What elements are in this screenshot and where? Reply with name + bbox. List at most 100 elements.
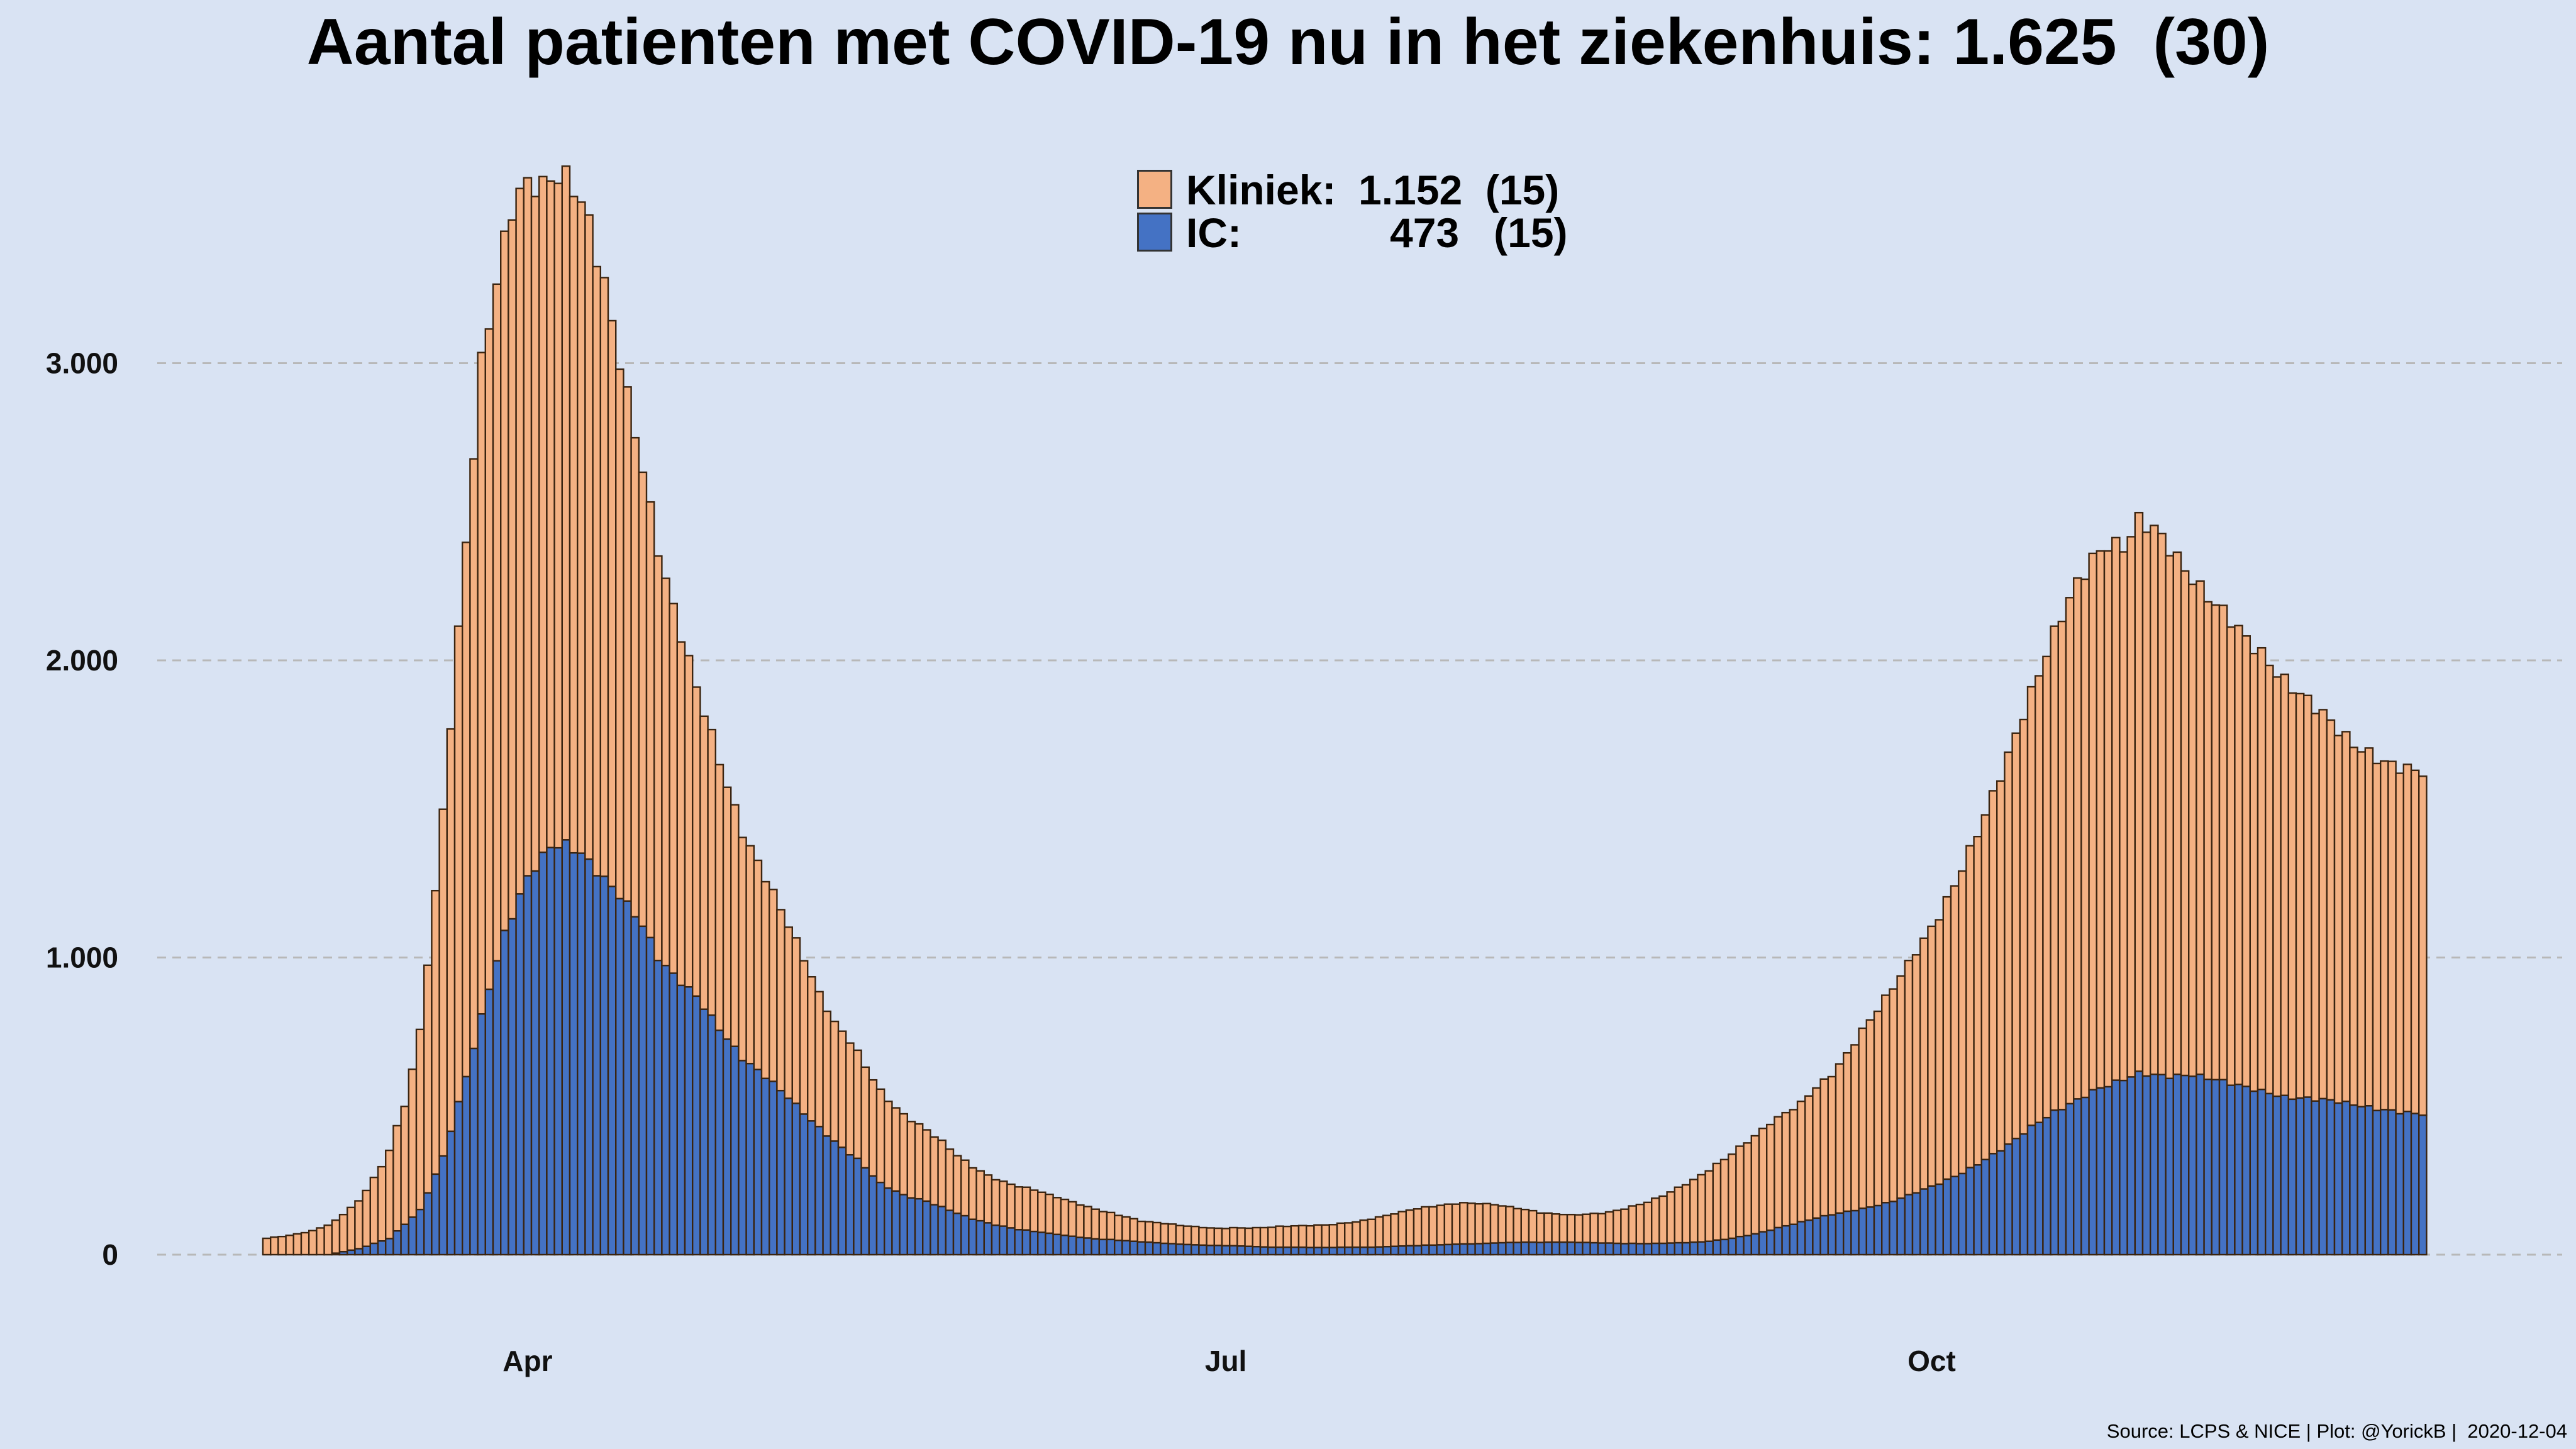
- bar-ic: [2203, 1079, 2213, 1256]
- bar-ic: [1006, 1227, 1016, 1256]
- bar-ic: [1420, 1244, 1430, 1256]
- bar-kliniek: [1889, 988, 1898, 1202]
- bar-ic: [691, 995, 701, 1256]
- chart-title: Aantal patienten met COVID-19 nu in het …: [306, 6, 2270, 79]
- bar-stack: [1359, 1219, 1369, 1256]
- bar-stack: [2088, 552, 2098, 1256]
- bar-kliniek: [1735, 1145, 1745, 1238]
- bar-ic: [1574, 1241, 1584, 1256]
- bar-stack: [1604, 1211, 1614, 1256]
- bar-stack: [1313, 1224, 1323, 1256]
- bar-kliniek: [262, 1237, 272, 1256]
- bar-kliniek: [1305, 1224, 1315, 1248]
- bar-stack: [1628, 1205, 1638, 1256]
- bar-kliniek: [1083, 1206, 1092, 1239]
- bar-stack: [722, 786, 732, 1256]
- bar-stack: [1489, 1204, 1499, 1256]
- bar-kliniek: [1750, 1135, 1760, 1235]
- bar-ic: [1290, 1246, 1300, 1256]
- bar-ic: [1305, 1246, 1315, 1256]
- bar-ic: [2034, 1121, 2044, 1256]
- bar-ic: [653, 960, 663, 1256]
- bar-ic: [1343, 1246, 1353, 1256]
- bar-kliniek: [1658, 1195, 1668, 1245]
- bar-kliniek: [400, 1106, 409, 1226]
- y-tick-label: 2.000: [46, 644, 118, 677]
- bar-stack: [1689, 1179, 1699, 1256]
- bar-kliniek: [2264, 664, 2274, 1095]
- bar-stack: [1467, 1202, 1476, 1256]
- bar-stack: [661, 577, 670, 1256]
- bar-kliniek: [875, 1088, 886, 1184]
- bar-ic: [998, 1225, 1008, 1256]
- bar-ic: [1113, 1240, 1123, 1256]
- bar-kliniek: [1213, 1227, 1223, 1246]
- bar-kliniek: [661, 577, 670, 967]
- bar-stack: [1443, 1203, 1453, 1256]
- bar-kliniek: [645, 501, 655, 939]
- bar-kliniek: [1267, 1226, 1277, 1248]
- bar-ic: [822, 1135, 831, 1256]
- bar-stack: [400, 1106, 409, 1256]
- bar-kliniek: [745, 845, 755, 1065]
- bar-ic: [1789, 1223, 1799, 1256]
- bar-kliniek: [1858, 1027, 1868, 1209]
- bar-ic: [1014, 1229, 1023, 1256]
- bar-ic: [722, 1038, 732, 1256]
- y-tick-label: 0: [102, 1238, 118, 1271]
- bar-kliniek: [791, 937, 801, 1104]
- bar-ic: [347, 1249, 356, 1256]
- bar-stack: [1374, 1216, 1384, 1256]
- bar-stack: [822, 1010, 831, 1256]
- bar-kliniek: [914, 1123, 924, 1200]
- bar-ic: [921, 1200, 931, 1256]
- bar-stack: [853, 1049, 862, 1256]
- bar-stack: [1367, 1218, 1377, 1256]
- bar-stack: [1244, 1227, 1253, 1256]
- bar-kliniek: [1206, 1227, 1215, 1246]
- bar-stack: [638, 471, 648, 1256]
- bar-kliniek: [1121, 1216, 1131, 1241]
- bar-kliniek: [2402, 763, 2412, 1113]
- bar-ic: [1880, 1202, 1890, 1256]
- bar-stack: [1321, 1224, 1331, 1256]
- bar-ic: [1804, 1219, 1814, 1256]
- bar-stack: [577, 201, 586, 1256]
- bar-stack: [753, 859, 763, 1256]
- bar-stack: [262, 1237, 272, 1256]
- bar-kliniek: [1352, 1221, 1361, 1248]
- bar-stack: [1889, 988, 1898, 1256]
- bar-stack: [645, 501, 655, 1256]
- bar-kliniek: [2364, 747, 2374, 1107]
- bar-ic: [630, 916, 640, 1256]
- bar-ic: [385, 1238, 394, 1256]
- bar-ic: [1221, 1245, 1231, 1256]
- bar-stack: [331, 1219, 341, 1256]
- bar-kliniek: [599, 277, 609, 877]
- bar-ic: [1727, 1237, 1737, 1256]
- bar-kliniek: [385, 1149, 394, 1240]
- bar-stack: [1965, 845, 1975, 1256]
- bar-ic: [1812, 1217, 1821, 1256]
- bar-stack: [2196, 580, 2205, 1256]
- bar-kliniek: [1980, 814, 1990, 1160]
- bar-kliniek: [1719, 1158, 1729, 1241]
- bar-stack: [991, 1179, 1001, 1256]
- bar-stack: [1213, 1227, 1223, 1256]
- bar-stack: [423, 964, 433, 1256]
- bar-stack: [1106, 1211, 1116, 1256]
- bar-kliniek: [338, 1214, 348, 1253]
- bar-kliniek: [2211, 604, 2221, 1080]
- bar-stack: [446, 728, 456, 1256]
- bar-ic: [338, 1251, 348, 1256]
- bar-ic: [1889, 1201, 1898, 1256]
- bar-ic: [1904, 1194, 1914, 1256]
- bar-ic: [623, 900, 632, 1256]
- bar-ic: [638, 925, 648, 1256]
- legend-value-kliniek: 1.152 (15): [1358, 167, 1560, 213]
- bar-ic: [1850, 1209, 1860, 1256]
- bar-ic: [615, 897, 625, 1256]
- bar-stack: [2241, 635, 2251, 1256]
- bar-ic: [1566, 1241, 1576, 1256]
- bar-ic: [1528, 1241, 1538, 1256]
